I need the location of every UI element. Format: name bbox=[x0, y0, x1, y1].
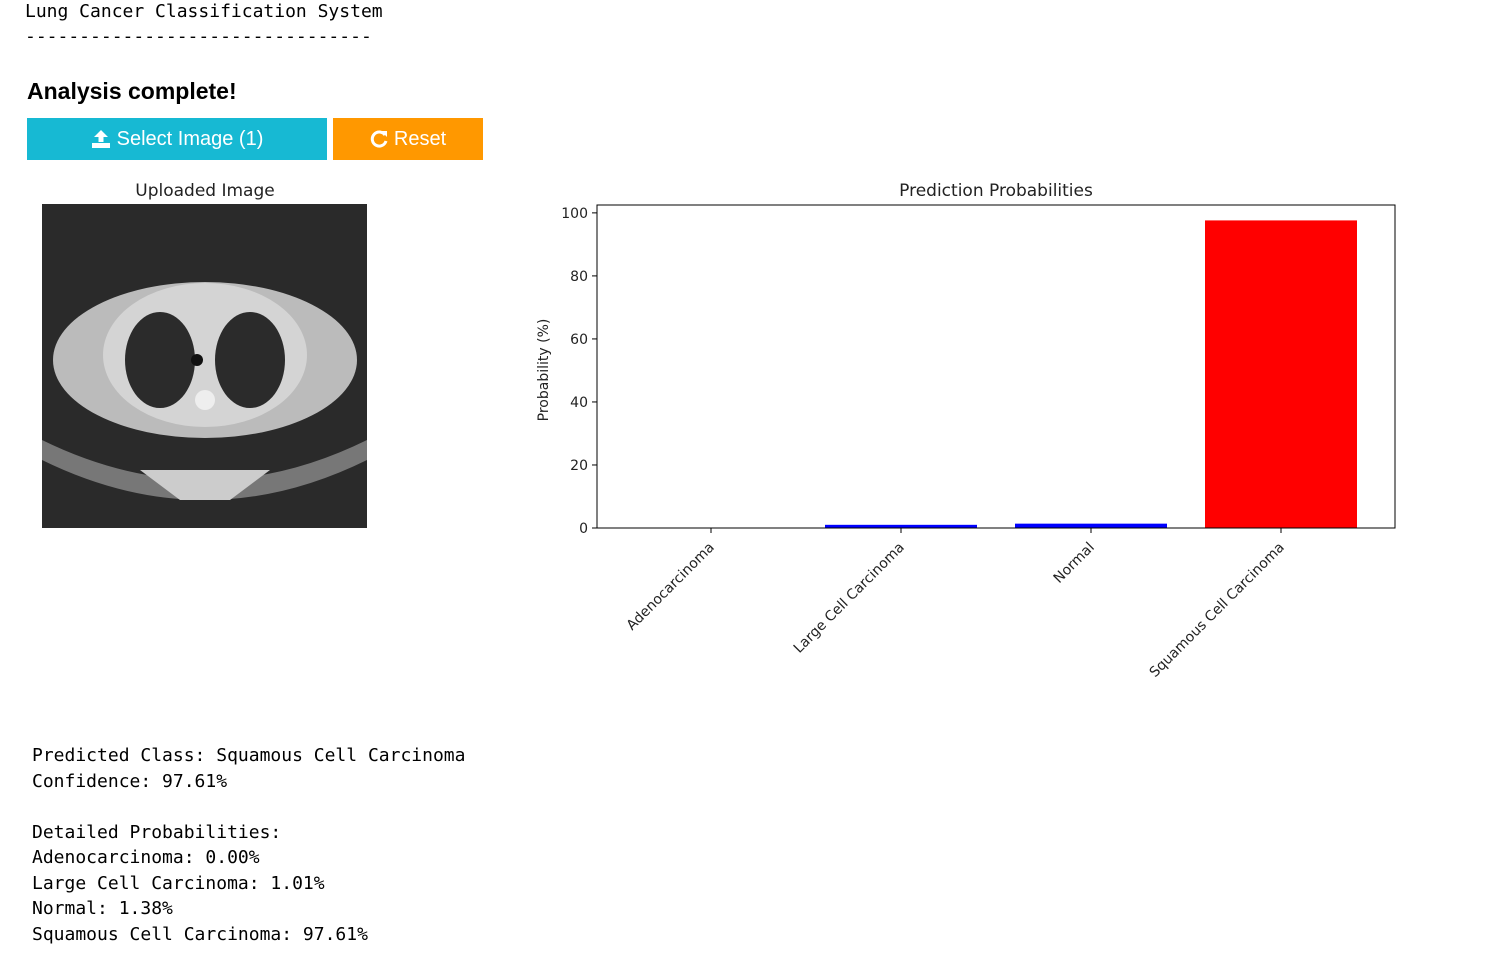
reset-button[interactable]: Reset bbox=[333, 118, 483, 160]
bar bbox=[1205, 220, 1357, 528]
header-title: Lung Cancer Classification System bbox=[25, 1, 383, 22]
output-line: Predicted Class: Squamous Cell Carcinoma bbox=[32, 745, 465, 766]
output-line: Detailed Probabilities: bbox=[32, 822, 281, 843]
y-tick-label: 40 bbox=[570, 395, 588, 411]
plot-frame bbox=[596, 204, 1396, 529]
upload-icon bbox=[91, 130, 110, 148]
button-label: Reset bbox=[393, 127, 447, 150]
y-tick-label: 0 bbox=[579, 521, 588, 537]
x-tick-label: Large Cell Carcinoma bbox=[791, 540, 908, 657]
x-tick-label: Squamous Cell Carcinoma bbox=[1147, 540, 1288, 681]
bar bbox=[1015, 523, 1167, 528]
output-line: Large Cell Carcinoma: 1.01% bbox=[32, 873, 325, 894]
y-tick-label: 100 bbox=[561, 206, 588, 222]
y-tick-label: 80 bbox=[570, 269, 588, 285]
button-label: Select Image (1) bbox=[116, 127, 264, 150]
bar bbox=[825, 524, 977, 528]
output-line: Normal: 1.38% bbox=[32, 898, 173, 919]
refresh-icon bbox=[370, 130, 388, 148]
image-title: Uploaded Image bbox=[135, 181, 274, 201]
output-line: Squamous Cell Carcinoma: 97.61% bbox=[32, 924, 368, 945]
status: Analysis complete! bbox=[27, 78, 237, 104]
chart-title: Prediction Probabilities bbox=[899, 181, 1093, 201]
x-tick-label: Normal bbox=[1051, 540, 1098, 587]
y-tick-label: 20 bbox=[570, 458, 588, 474]
header-rule: -------------------------------- bbox=[25, 26, 372, 47]
ct-image bbox=[42, 204, 367, 528]
output-text: Predicted Class: Squamous Cell Carcinoma… bbox=[32, 745, 465, 945]
x-tick-label: Adenocarcinoma bbox=[624, 540, 718, 634]
bar-chart: Prediction Probabilities Probability (%)… bbox=[536, 181, 1396, 681]
y-tick-label: 60 bbox=[570, 332, 588, 348]
output-line: Adenocarcinoma: 0.00% bbox=[32, 847, 260, 868]
output-line: Confidence: 97.61% bbox=[32, 771, 227, 792]
y-axis-label: Probability (%) bbox=[536, 319, 552, 422]
select-image-button[interactable]: Select Image (1) bbox=[27, 118, 327, 160]
